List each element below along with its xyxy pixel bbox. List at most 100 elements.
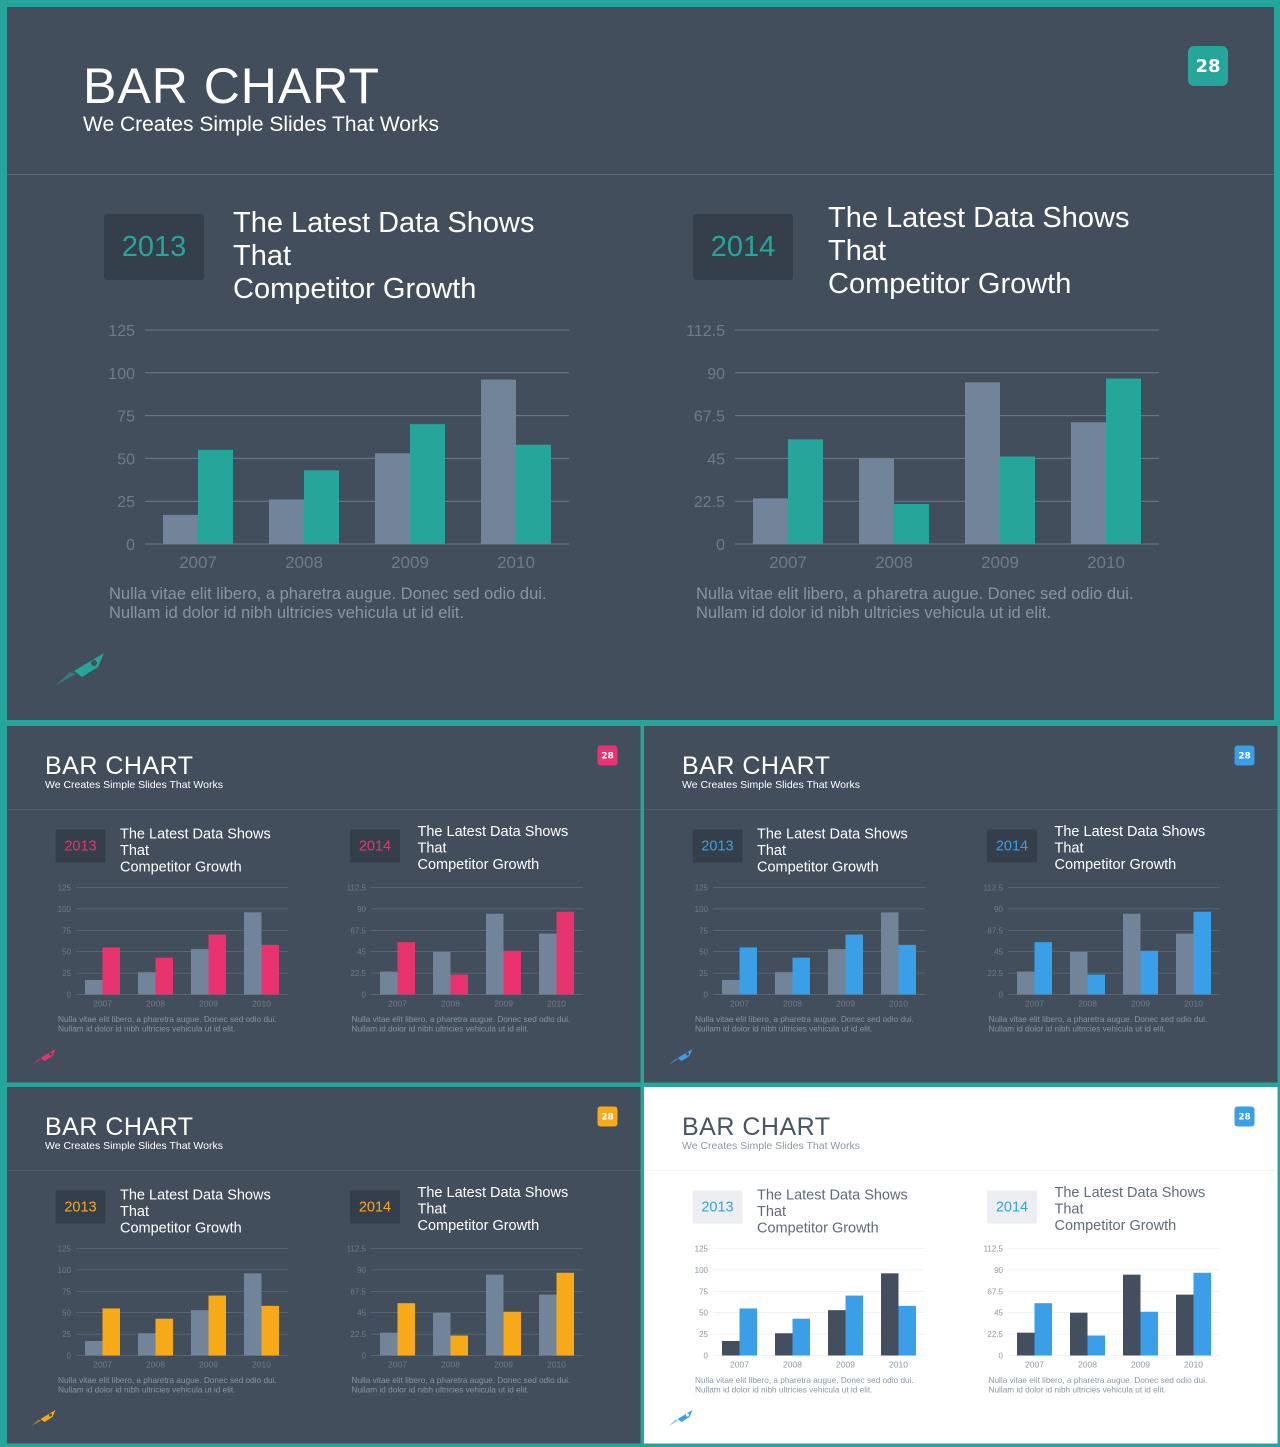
x-tick-label: 2010 bbox=[889, 999, 908, 1009]
y-tick-label: 90 bbox=[357, 1266, 366, 1275]
y-tick-label: 0 bbox=[362, 1352, 367, 1361]
rocket-icon bbox=[667, 1046, 697, 1069]
y-tick-label: 67.5 bbox=[694, 409, 725, 426]
chart-headline: The Latest Data Shows That Competitor Gro… bbox=[1055, 824, 1235, 874]
slide-canvas: BAR CHART We Creates Simple Slides That W… bbox=[7, 726, 641, 1083]
y-tick-label: 0 bbox=[999, 991, 1004, 1000]
y-tick-label: 100 bbox=[108, 366, 135, 383]
bar-series-2 bbox=[1034, 1303, 1052, 1356]
bar-series-1 bbox=[138, 972, 156, 995]
y-tick-label: 90 bbox=[357, 905, 366, 914]
slide-canvas: BAR CHART We Creates Simple Slides That W… bbox=[644, 726, 1278, 1083]
slide-blue-light[interactable]: BAR CHART We Creates Simple Slides That W… bbox=[644, 1087, 1278, 1444]
y-tick-label: 67.5 bbox=[350, 926, 366, 935]
headline-line-1: The Latest Data Shows That bbox=[828, 202, 1130, 267]
bar-series-2 bbox=[261, 944, 279, 995]
slide-blue[interactable]: BAR CHART We Creates Simple Slides That W… bbox=[644, 726, 1278, 1083]
bar-series-1 bbox=[722, 979, 740, 995]
bar-series-1 bbox=[859, 458, 894, 544]
bar-series-1 bbox=[1123, 913, 1141, 995]
headline-line-2: Competitor Growth bbox=[233, 273, 477, 305]
y-tick-label: 67.5 bbox=[350, 1287, 366, 1296]
x-tick-label: 2010 bbox=[497, 553, 535, 572]
x-tick-label: 2008 bbox=[146, 999, 165, 1009]
bar-chart: 0 22.5 45 67.5 90 112.5 2007 2008 2009 2010 bbox=[984, 881, 1224, 1014]
x-tick-label: 2010 bbox=[547, 1360, 566, 1370]
x-tick-label: 2009 bbox=[494, 1360, 513, 1370]
bar-series-2 bbox=[1034, 942, 1052, 995]
year-label: 2013 bbox=[692, 829, 743, 863]
caption-line-1: Nulla vitae elit libero, a pharetra augu… bbox=[988, 1015, 1208, 1024]
bar-series-2 bbox=[1106, 378, 1141, 544]
y-tick-label: 112.5 bbox=[984, 1245, 1004, 1254]
y-tick-label: 125 bbox=[695, 884, 709, 893]
y-tick-label: 125 bbox=[695, 1245, 709, 1254]
x-tick-label: 2007 bbox=[388, 999, 407, 1009]
y-tick-label: 45 bbox=[994, 948, 1003, 957]
y-tick-label: 25 bbox=[699, 1330, 708, 1339]
x-tick-label: 2009 bbox=[1131, 999, 1150, 1009]
bar-series-1 bbox=[433, 951, 451, 995]
page-number-badge: 28 bbox=[597, 1106, 618, 1127]
y-tick-label: 90 bbox=[707, 366, 725, 383]
y-tick-label: 0 bbox=[704, 991, 709, 1000]
x-tick-label: 2008 bbox=[875, 553, 913, 572]
bar-chart: 0 25 50 75 100 125 2007 2008 2009 2010 bbox=[52, 881, 292, 1014]
y-tick-label: 67.5 bbox=[987, 1287, 1003, 1296]
page-number-badge: 28 bbox=[1234, 745, 1255, 766]
bar-chart-svg: 0 22.5 45 67.5 90 112.5 2007 2008 2009 2010 bbox=[686, 323, 1159, 572]
bar-chart: 0 25 50 75 100 125 2007 2008 2009 2010 bbox=[52, 1242, 292, 1375]
slide-subtitle: We Creates Simple Slides That Works bbox=[682, 779, 860, 791]
bar-series-2 bbox=[155, 957, 173, 995]
chart-headline: The Latest Data Shows That Competitor Gro… bbox=[233, 207, 593, 306]
year-label: 2014 bbox=[350, 829, 400, 863]
slide-orange[interactable]: BAR CHART We Creates Simple Slides That W… bbox=[7, 1087, 641, 1444]
bar-series-2 bbox=[792, 957, 810, 995]
headline-line-2: Competitor Growth bbox=[417, 1217, 540, 1234]
y-tick-label: 112.5 bbox=[984, 884, 1004, 893]
caption-line-1: Nulla vitae elit libero, a pharetra augu… bbox=[351, 1376, 571, 1385]
year-label: 2013 bbox=[55, 1190, 106, 1224]
header-divider bbox=[644, 809, 1278, 810]
x-tick-label: 2009 bbox=[494, 999, 513, 1009]
y-tick-label: 45 bbox=[994, 1309, 1003, 1318]
headline-line-2: Competitor Growth bbox=[757, 859, 879, 875]
bar-series-1 bbox=[85, 979, 103, 995]
bar-chart: 0 25 50 75 100 125 2007 2008 2009 2010 bbox=[97, 317, 577, 582]
page-number-badge: 28 bbox=[1188, 46, 1228, 86]
y-tick-label: 22.5 bbox=[350, 1330, 366, 1339]
bar-series-1 bbox=[486, 913, 504, 995]
y-tick-label: 0 bbox=[126, 537, 135, 554]
bar-chart: 0 22.5 45 67.5 90 112.5 2007 2008 2009 2010 bbox=[686, 317, 1167, 582]
bar-series-1 bbox=[163, 514, 198, 544]
slide-pink[interactable]: BAR CHART We Creates Simple Slides That W… bbox=[7, 726, 641, 1083]
x-tick-label: 2007 bbox=[93, 999, 112, 1009]
bar-series-1 bbox=[486, 1274, 504, 1356]
y-tick-label: 50 bbox=[62, 1309, 71, 1318]
y-tick-label: 0 bbox=[716, 537, 725, 554]
slide-subtitle: We Creates Simple Slides That Works bbox=[682, 1140, 860, 1152]
chart-headline: The Latest Data Shows That Competitor Gro… bbox=[757, 826, 937, 876]
bar-series-2 bbox=[102, 947, 120, 995]
caption-line-2: Nullam id dolor id nibh ultricies vehicu… bbox=[351, 1024, 529, 1034]
slide-teal[interactable]: BAR CHART We Creates Simple Slides That W… bbox=[7, 7, 1274, 720]
bar-series-1 bbox=[380, 971, 398, 995]
x-tick-label: 2007 bbox=[93, 1360, 112, 1370]
headline-line-2: Competitor Growth bbox=[828, 268, 1072, 300]
x-tick-label: 2007 bbox=[730, 1360, 749, 1370]
slide-subtitle: We Creates Simple Slides That Works bbox=[83, 113, 439, 136]
bar-series-2 bbox=[894, 504, 929, 544]
caption-line-2: Nullam id dolor id nibh ultricies vehicu… bbox=[58, 1385, 236, 1395]
slide-canvas: BAR CHART We Creates Simple Slides That W… bbox=[7, 7, 1274, 720]
y-tick-label: 125 bbox=[58, 1245, 72, 1254]
bar-chart-svg: 0 25 50 75 100 125 2007 2008 2009 2010 bbox=[695, 884, 925, 1009]
chart-headline: The Latest Data Shows That Competitor Gro… bbox=[1055, 1185, 1235, 1235]
headline-line-1: The Latest Data Shows That bbox=[1054, 1184, 1206, 1218]
bar-series-2 bbox=[845, 934, 863, 995]
y-tick-label: 0 bbox=[362, 991, 367, 1000]
bar-series-1 bbox=[138, 1333, 156, 1356]
bar-series-1 bbox=[828, 1310, 846, 1356]
chart-caption: Nulla vitae elit libero, a pharetra augu… bbox=[695, 1376, 930, 1395]
x-tick-label: 2009 bbox=[981, 553, 1019, 572]
bar-series-1 bbox=[881, 1273, 899, 1356]
